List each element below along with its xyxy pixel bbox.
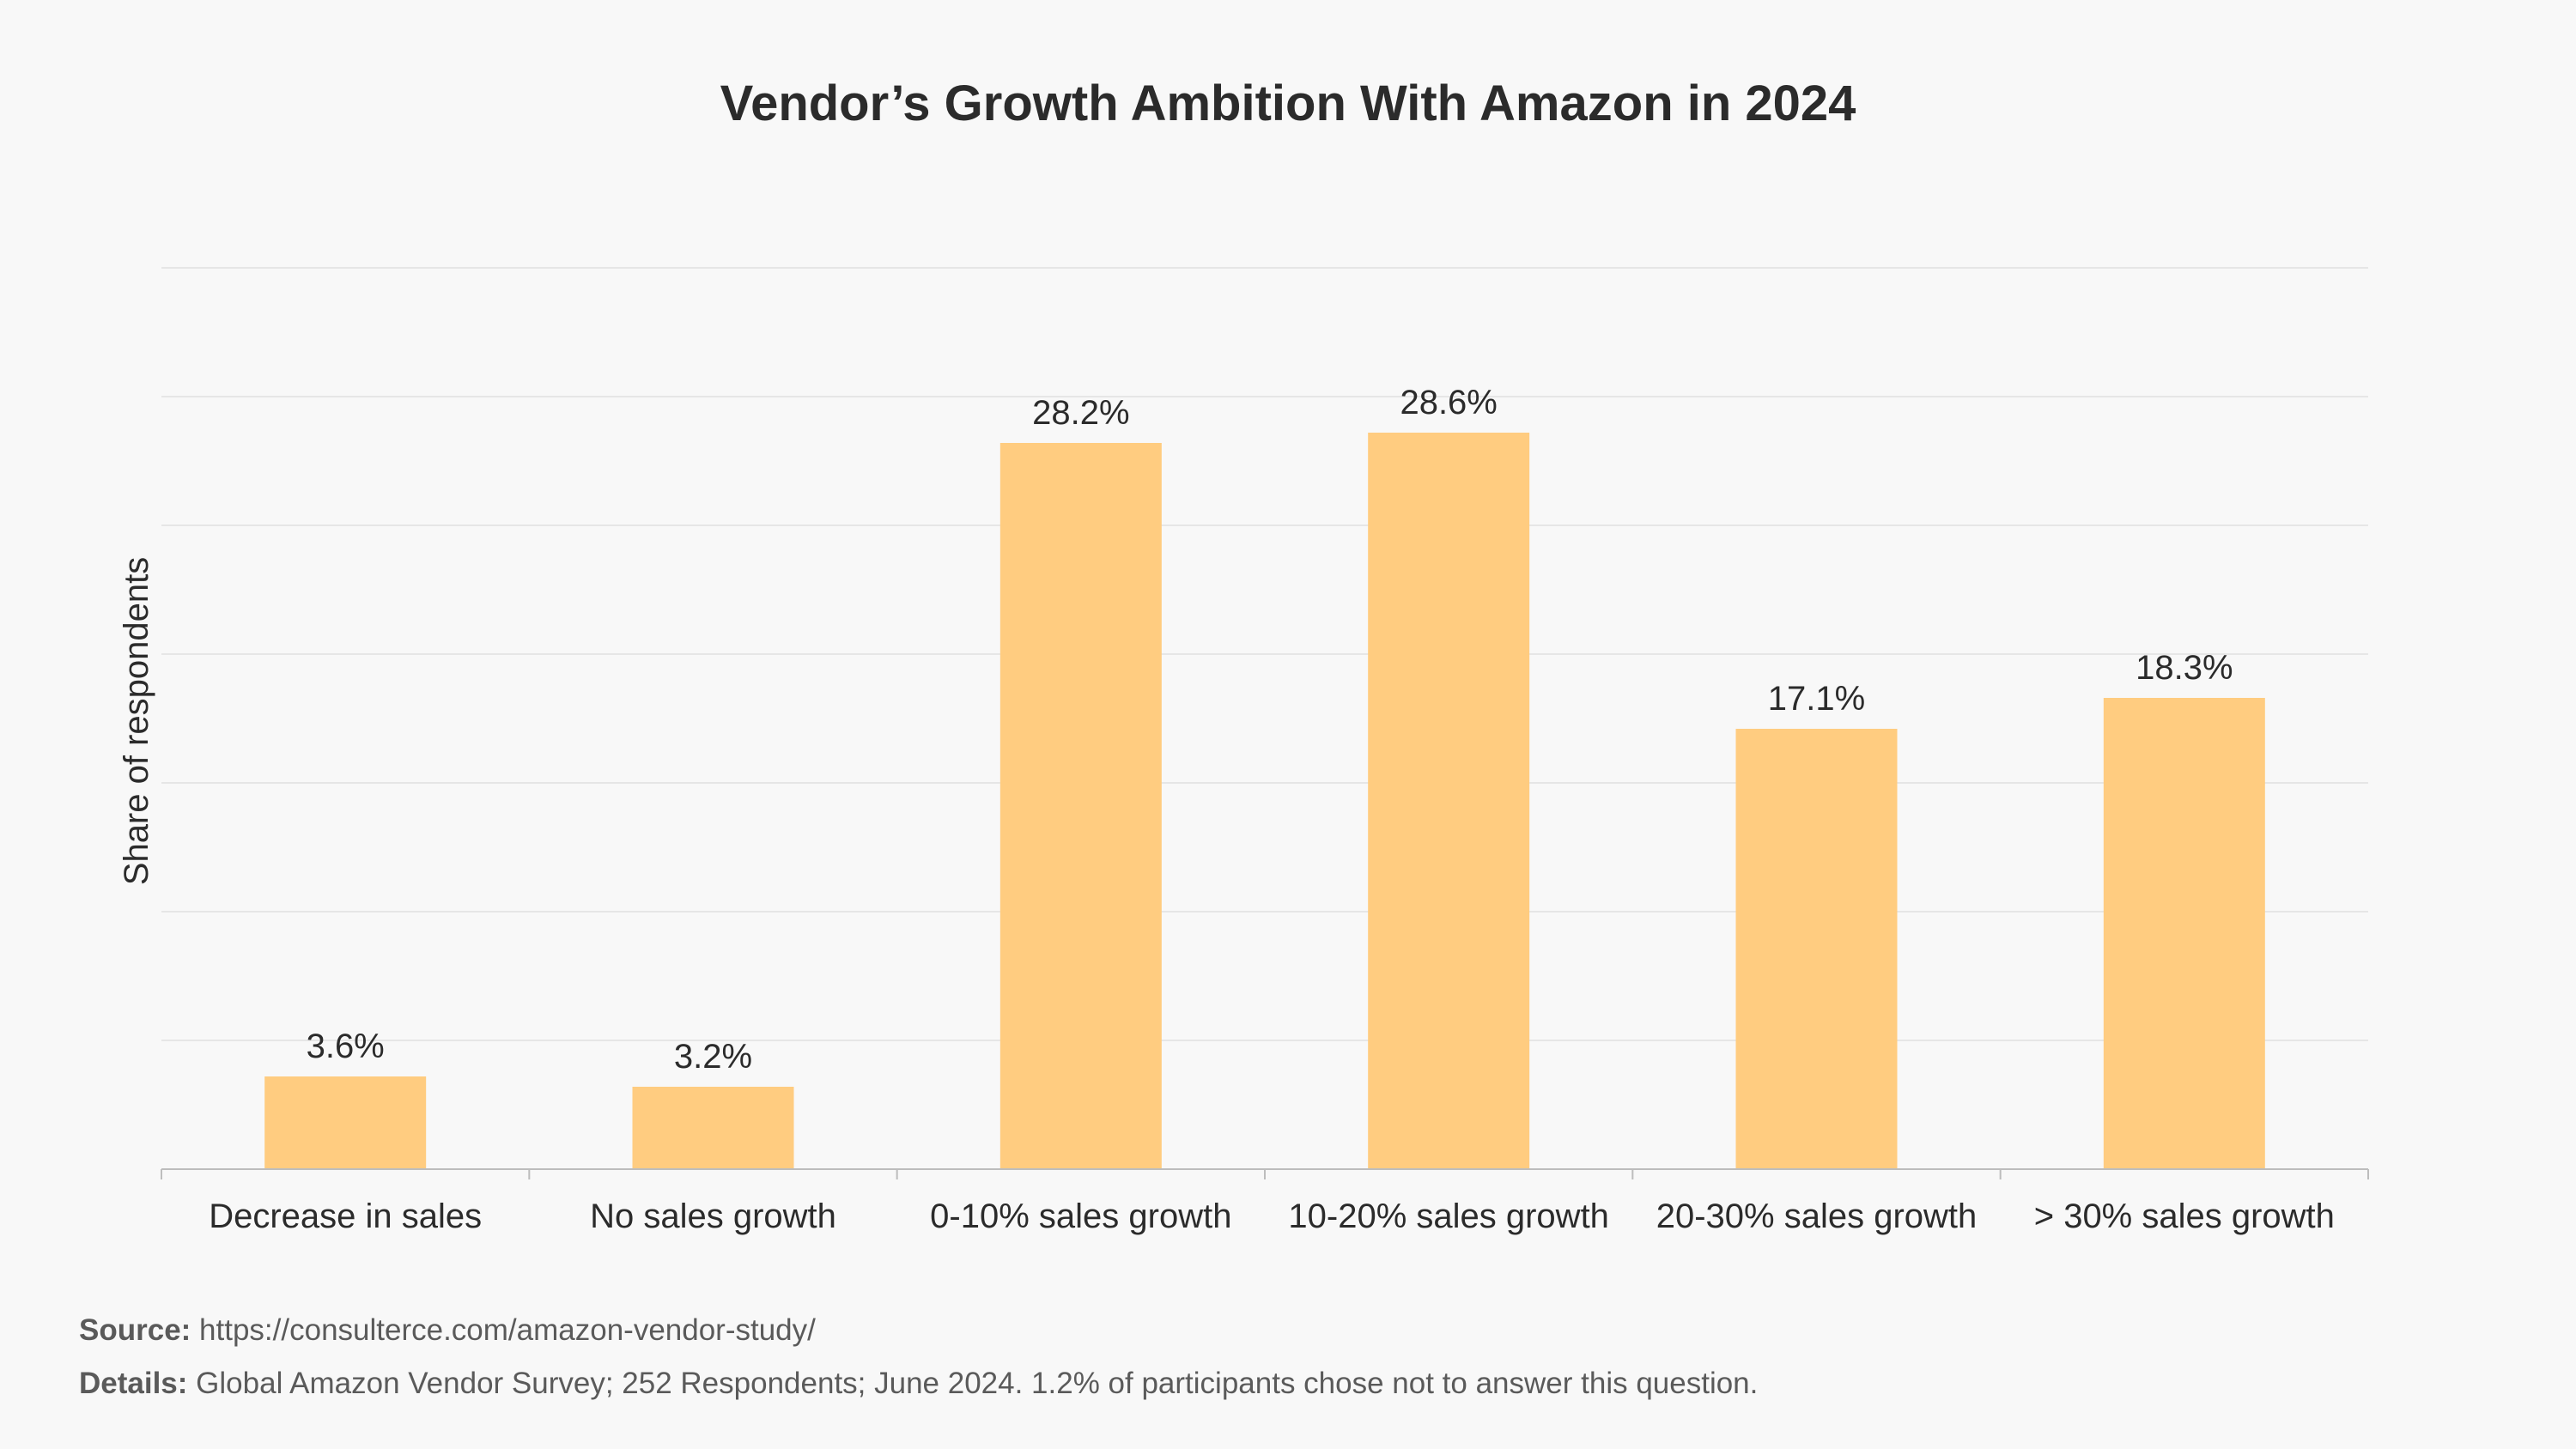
source-label: Source: [79, 1313, 191, 1347]
bar [632, 1087, 794, 1169]
x-axis [161, 1168, 2369, 1179]
data-label: 28.2% [1032, 394, 1129, 432]
data-label: 3.6% [307, 1028, 385, 1065]
x-tick-label: > 30% sales growth [2034, 1197, 2335, 1235]
data-label: 3.2% [674, 1038, 752, 1076]
gridlines [161, 267, 2368, 1041]
data-label: 17.1% [1768, 680, 1865, 718]
x-tick-label: 0-10% sales growth [930, 1197, 1231, 1235]
x-tick-label: Decrease in sales [209, 1197, 482, 1235]
details-label: Details: [79, 1367, 188, 1400]
x-tick-label: 10-20% sales growth [1288, 1197, 1609, 1235]
data-label: 18.3% [2136, 649, 2233, 687]
source-line: Source: https://consulterce.com/amazon-v… [79, 1313, 816, 1348]
x-tick-label: No sales growth [590, 1197, 836, 1235]
bar [1735, 729, 1898, 1169]
bars [264, 433, 2265, 1169]
x-tick-labels: Decrease in sales No sales growth 0-10% sa… [209, 1197, 2335, 1235]
source-url: https://consulterce.com/amazon-vendor-st… [199, 1313, 816, 1347]
data-label: 28.6% [1400, 384, 1497, 421]
bar [2103, 698, 2265, 1169]
data-labels: 3.6% 3.2% 28.2% 28.6% 17.1% 18.3% [307, 384, 2233, 1076]
x-tick-label: 20-30% sales growth [1656, 1197, 1978, 1235]
bar [264, 1076, 427, 1169]
chart-title: Vendor’s Growth Ambition With Amazon in … [720, 76, 1856, 131]
bar [999, 443, 1162, 1169]
details-text: Global Amazon Vendor Survey; 252 Respond… [196, 1367, 1759, 1400]
details-line: Details: Global Amazon Vendor Survey; 25… [79, 1367, 1758, 1401]
y-axis-label: Share of respondents [118, 557, 155, 885]
bar [1368, 433, 1530, 1169]
